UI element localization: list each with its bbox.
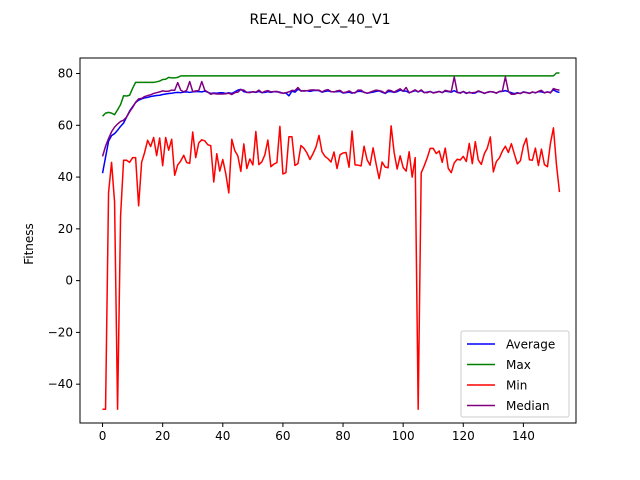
y-tick-label: −20 <box>48 325 73 339</box>
y-tick-label: 60 <box>58 118 73 132</box>
legend-label-max: Max <box>506 358 531 372</box>
y-tick-label: 40 <box>58 170 73 184</box>
x-tick-label: 100 <box>392 429 415 443</box>
series-line-median <box>101 76 560 157</box>
series-line-max <box>102 72 560 117</box>
legend-label-average: Average <box>506 338 555 352</box>
x-tick-label: 140 <box>512 429 535 443</box>
x-tick-label: 80 <box>335 429 350 443</box>
series-line-min <box>102 125 561 411</box>
x-tick-label: 0 <box>99 429 107 443</box>
x-tick-label: 60 <box>275 429 290 443</box>
y-axis-label: Fitness <box>22 223 36 265</box>
x-tick-label: 40 <box>215 429 230 443</box>
legend-label-min: Min <box>506 379 527 393</box>
legend-label-median: Median <box>506 399 550 413</box>
chart-title: REAL_NO_CX_40_V1 <box>249 12 390 28</box>
x-axis: 0 20 40 60 80 100 120 140 <box>99 423 535 443</box>
plot-area-frame <box>79 57 577 424</box>
y-tick-label: 80 <box>58 67 73 81</box>
y-axis: −40 −20 0 20 40 60 80 <box>48 67 80 391</box>
legend: Average Max Min Median <box>460 330 570 418</box>
y-tick-label: −40 <box>48 377 73 391</box>
x-tick-label: 120 <box>452 429 475 443</box>
series-layer <box>101 72 561 411</box>
legend-frame <box>460 330 570 418</box>
x-tick-label: 20 <box>155 429 170 443</box>
y-tick-label: 20 <box>58 222 73 236</box>
y-tick-label: 0 <box>65 274 73 288</box>
